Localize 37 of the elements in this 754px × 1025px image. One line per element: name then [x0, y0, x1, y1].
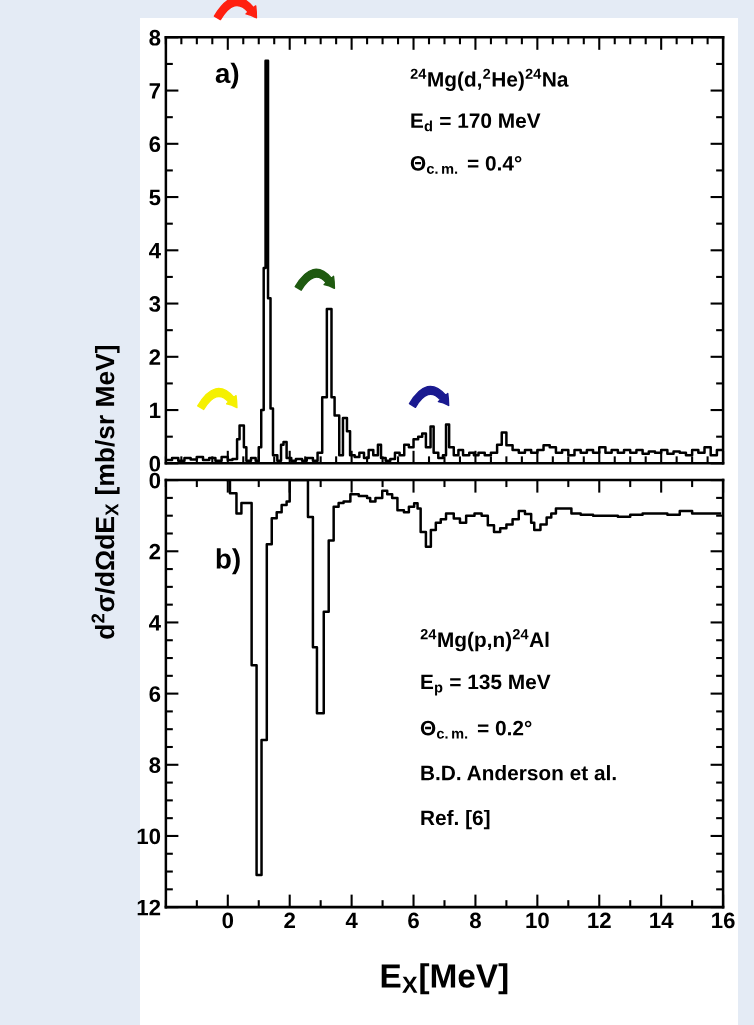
- y-tick-label: 12: [137, 899, 161, 916]
- annotation: Θ$_{c.m.}$ = 0.2°: [420, 720, 532, 739]
- annotation: E$_{d}$ = 170 MeV: [411, 113, 541, 132]
- y-tick-label: 2: [149, 543, 161, 560]
- annotation: Θ$_{c.m.}$ = 0.4°: [410, 155, 522, 174]
- x-tick-label: 0: [222, 912, 234, 929]
- x-tick-label: 2: [284, 912, 295, 929]
- y-tick-label: 6: [149, 686, 161, 702]
- y-tick-label: 8: [149, 29, 161, 46]
- y-tick-label: 3: [149, 296, 161, 312]
- annotation: b): [216, 548, 240, 575]
- y-tick-label: 1: [150, 402, 161, 419]
- annotation: Ref. [6]: [421, 809, 490, 830]
- y-tick-label: 4: [149, 243, 161, 259]
- y-tick-label: 7: [149, 83, 161, 99]
- y-tick-label: 10: [137, 828, 161, 845]
- x-tick-label: 4: [345, 912, 358, 929]
- x-tick-label: 10: [526, 912, 549, 929]
- y-tick-label: 5: [149, 189, 161, 206]
- x-tick-label: 16: [712, 912, 735, 929]
- annotation: E$_{p}$ = 135 MeV: [421, 674, 551, 696]
- annotation: a): [215, 62, 239, 89]
- annotation: B.D. Anderson et al.: [421, 765, 616, 781]
- annotation: $^{24}$Mg(p,n)$^{24}$Al: [420, 628, 549, 652]
- x-tick-label: 6: [408, 912, 419, 929]
- y-tick-label: 6: [149, 136, 161, 153]
- x-tick-label: 8: [469, 912, 481, 929]
- annotation: $^{24}$Mg(d,$^{2}$He)$^{24}$Na: [410, 68, 569, 91]
- x-tick-label: 12: [588, 912, 611, 929]
- y-tick-label: 2: [149, 349, 161, 365]
- y-tick-label: 4: [149, 615, 161, 631]
- y-axis-title: d$^{2}$σ/dΩdE$_{X}$ [mb/sr MeV]: [91, 345, 120, 639]
- y-tick-label: 0: [149, 472, 161, 489]
- x-tick-label: 14: [650, 912, 674, 929]
- x-axis-title: E$_{X}$[MeV]: [381, 963, 508, 995]
- y-tick-label: 8: [149, 757, 161, 774]
- y-tick-label: 0: [149, 455, 161, 472]
